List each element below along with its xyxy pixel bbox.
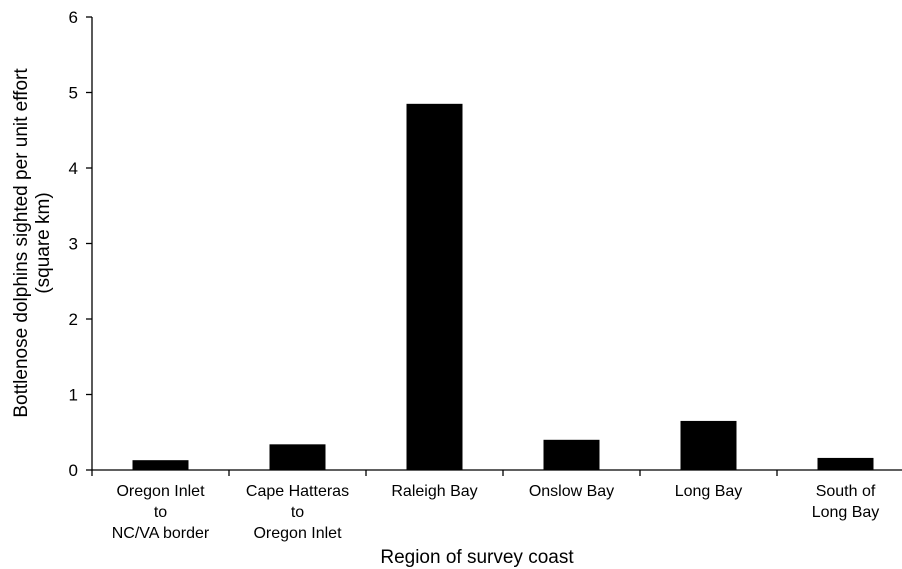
x-category-label-line: Cape Hatteras	[246, 483, 349, 500]
y-tick-label: 1	[69, 386, 78, 405]
x-category-label: Onslow Bay	[529, 483, 614, 500]
bar	[269, 444, 326, 470]
bar	[817, 457, 874, 470]
y-tick-label: 6	[69, 8, 78, 27]
y-tick-label: 2	[69, 310, 78, 329]
x-category-label-line: Long Bay	[812, 504, 880, 521]
x-category-label-line: to	[291, 504, 304, 521]
x-category-label: Long Bay	[675, 483, 743, 500]
x-category-label-line: Long Bay	[675, 483, 743, 500]
x-category-label-line: Raleigh Bay	[391, 483, 477, 500]
y-axis-ticks: 0 1 2 3 4 5 6	[69, 8, 92, 480]
y-tick-label: 0	[69, 461, 78, 480]
y-tick-label: 3	[69, 235, 78, 254]
bar	[406, 103, 463, 470]
x-axis-ticks	[91, 470, 778, 476]
y-axis-title-line: Bottlenose dolphins sighted per unit eff…	[11, 68, 32, 418]
axes	[91, 17, 902, 471]
x-category-label: Raleigh Bay	[391, 483, 477, 500]
y-axis-title-line: (square km)	[33, 192, 54, 293]
bar	[680, 420, 737, 470]
x-category-label-line: South of	[816, 483, 876, 500]
x-category-label-line: Onslow Bay	[529, 483, 614, 500]
x-category-label-line: Oregon Inlet	[116, 483, 205, 500]
bar	[543, 439, 600, 470]
x-category-label: Oregon Inlet to NC/VA border	[112, 483, 210, 542]
y-tick-label: 5	[69, 84, 78, 103]
x-category-label: South of Long Bay	[812, 483, 880, 521]
bar	[132, 460, 189, 470]
x-category-label-line: to	[154, 504, 167, 521]
bars	[132, 103, 874, 470]
x-category-label-line: NC/VA border	[112, 525, 210, 542]
x-category-label-line: Oregon Inlet	[253, 525, 342, 542]
x-category-label: Cape Hatteras to Oregon Inlet	[246, 483, 349, 542]
x-axis-category-labels: Oregon Inlet to NC/VA border Cape Hatteras t…	[112, 483, 880, 542]
x-axis-title: Region of survey coast	[380, 547, 574, 568]
y-axis-title: Bottlenose dolphins sighted per unit eff…	[11, 68, 54, 418]
y-tick-label: 4	[69, 159, 78, 178]
